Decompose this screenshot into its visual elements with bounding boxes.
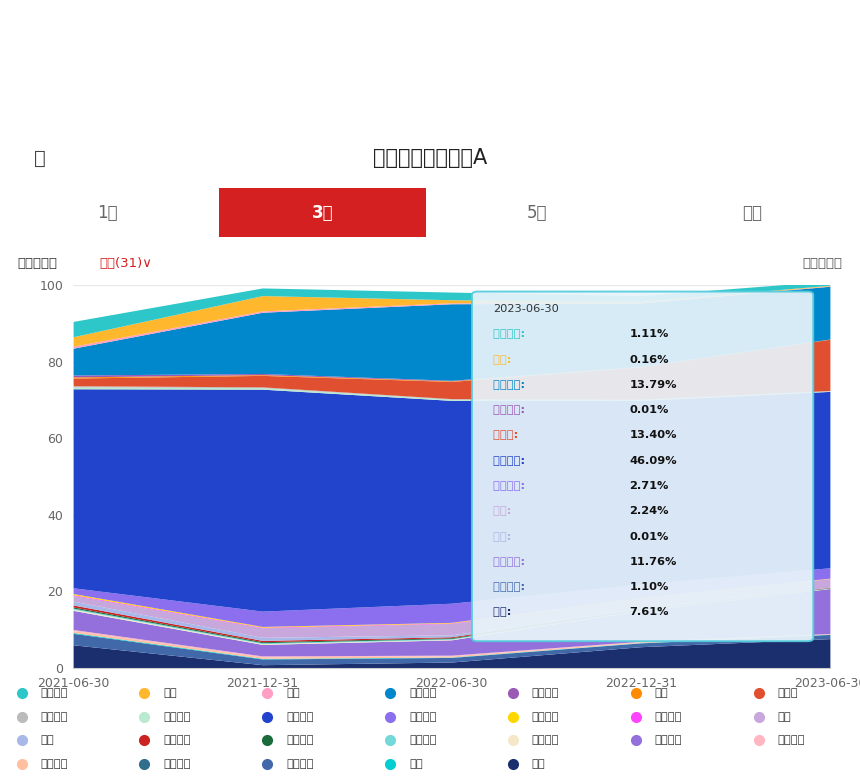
Text: 0.16%: 0.16% xyxy=(630,355,669,365)
Text: 0.01%: 0.01% xyxy=(630,405,669,415)
Text: 7.61%: 7.61% xyxy=(630,608,669,617)
Text: 医药生物:: 医药生物: xyxy=(493,330,529,340)
Text: 食品饮料: 食品饮料 xyxy=(163,711,191,722)
Text: 通信:: 通信: xyxy=(493,608,515,617)
Text: 2023-06-30: 2023-06-30 xyxy=(493,305,559,314)
Text: 公用事业:: 公用事业: xyxy=(493,481,529,491)
Text: ＜: ＜ xyxy=(34,148,46,168)
Text: 钢铁: 钢铁 xyxy=(409,759,423,769)
Text: 机械设备:: 机械设备: xyxy=(493,456,529,465)
Text: 2.71%: 2.71% xyxy=(630,481,669,491)
Text: 轻工制造: 轻工制造 xyxy=(163,759,191,769)
Text: 0.01%: 0.01% xyxy=(630,532,669,541)
Text: 博时创新经济混合A: 博时创新经济混合A xyxy=(373,148,487,168)
Text: 查看季报（: 查看季报（ xyxy=(802,257,843,270)
Text: 环保:: 环保: xyxy=(493,506,515,516)
Text: 申万(31)∨: 申万(31)∨ xyxy=(99,257,152,270)
Text: 电力设备: 电力设备 xyxy=(409,688,437,698)
Text: 汽车:: 汽车: xyxy=(493,532,515,541)
Text: 机械设备: 机械设备 xyxy=(286,711,314,722)
Text: 商贸零售: 商贸零售 xyxy=(40,711,68,722)
Text: 2.24%: 2.24% xyxy=(630,506,669,516)
Text: 美容护理: 美容护理 xyxy=(654,711,682,722)
Text: 家用电器: 家用电器 xyxy=(654,736,682,745)
Text: 13.40%: 13.40% xyxy=(630,430,677,440)
Text: 非银金融: 非银金融 xyxy=(163,736,191,745)
Text: 1.10%: 1.10% xyxy=(630,582,669,592)
Text: 计算机:: 计算机: xyxy=(493,430,522,440)
Text: 建筑装饰: 建筑装饰 xyxy=(777,736,805,745)
Text: 13.79%: 13.79% xyxy=(630,380,677,390)
Text: 1.11%: 1.11% xyxy=(630,330,669,340)
Text: 5年: 5年 xyxy=(527,204,548,222)
Text: 汽车: 汽车 xyxy=(40,736,54,745)
Text: 计算机: 计算机 xyxy=(777,688,798,698)
Text: 通信: 通信 xyxy=(531,759,545,769)
Text: 全部: 全部 xyxy=(742,204,763,222)
Text: 交通运输: 交通运输 xyxy=(286,759,314,769)
Text: 11.76%: 11.76% xyxy=(630,557,677,567)
Text: 3年: 3年 xyxy=(311,204,334,222)
Text: 选择行业：: 选择行业： xyxy=(17,257,58,270)
FancyBboxPatch shape xyxy=(472,291,814,641)
Text: 电力设备:: 电力设备: xyxy=(493,380,529,390)
Text: 国防军工: 国防军工 xyxy=(286,736,314,745)
Text: 纺织服饰: 纺织服饰 xyxy=(531,736,559,745)
Text: 医药生物: 医药生物 xyxy=(40,688,68,698)
Text: 基础化工: 基础化工 xyxy=(531,688,559,698)
Text: 有色金属: 有色金属 xyxy=(531,711,559,722)
Text: 电子:: 电子: xyxy=(493,355,515,365)
FancyBboxPatch shape xyxy=(219,188,426,237)
Text: 1年: 1年 xyxy=(97,204,118,222)
Text: 电子: 电子 xyxy=(163,688,177,698)
Text: 建筑材料: 建筑材料 xyxy=(40,759,68,769)
Text: 基础化工:: 基础化工: xyxy=(493,405,529,415)
Text: 传媒: 传媒 xyxy=(654,688,668,698)
Text: 公用事业: 公用事业 xyxy=(409,711,437,722)
Text: 环保: 环保 xyxy=(777,711,791,722)
Text: 农林牧渔: 农林牧渔 xyxy=(409,736,437,745)
Text: 家用电器:: 家用电器: xyxy=(493,557,529,567)
Text: 银行: 银行 xyxy=(286,688,300,698)
Text: 46.09%: 46.09% xyxy=(630,456,677,465)
Text: 交通运输:: 交通运输: xyxy=(493,582,529,592)
